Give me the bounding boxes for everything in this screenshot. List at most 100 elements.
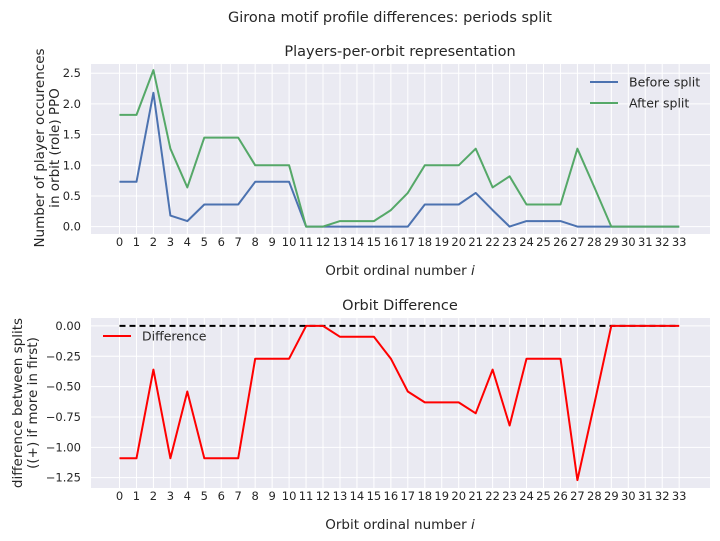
x-tick-label: 5 [201,235,208,249]
x-tick-label: 17 [400,489,415,503]
x-tick-label: 12 [316,489,331,503]
x-tick-label: 15 [367,235,382,249]
x-tick-label: 5 [201,489,208,503]
x-tick-label: 11 [299,489,314,503]
x-tick-label: 0 [116,489,123,503]
x-tick-label: 1 [133,489,140,503]
figure-suptitle: Girona motif profile differences: period… [228,10,552,26]
x-tick-label: 24 [519,235,534,249]
x-tick-label: 21 [468,489,483,503]
legend-bottom: Difference [103,329,207,344]
xlabel-top: Orbit ordinal number i [325,263,475,279]
legend-label-before-split: Before split [629,75,700,90]
x-tick-label: 29 [604,489,619,503]
x-tick-label: 10 [282,235,297,249]
y-tick-label: −1.00 [46,440,81,454]
x-tick-label: 20 [451,235,466,249]
ylabel-bottom-line1: difference between splits [10,318,26,488]
x-tick-label: 20 [451,489,466,503]
y-tick-label: 2.5 [63,66,81,80]
y-tick-label: −0.50 [46,380,81,394]
ylabel-top-line1: Number of player occurences [32,48,48,247]
x-tick-label: 3 [167,489,174,503]
x-tick-label: 6 [218,489,225,503]
series-bottom [119,324,680,482]
x-tick-label: 25 [536,235,551,249]
title-top: Players-per-orbit representation [284,44,515,60]
y-tick-label: −0.75 [46,410,81,424]
x-tick-label: 16 [384,489,399,503]
x-tick-label: 18 [417,235,432,249]
chart-top: 0 1 2 3 4 5 6 7 8 9 10 11 12 13 14 15 16 17 18 19 20 21 22 23 24… [32,44,710,279]
x-tick-label: 16 [384,235,399,249]
series-line-difference [119,324,680,482]
x-tick-label: 19 [434,235,449,249]
x-tick-label: 28 [587,489,602,503]
y-tick-label: 0.00 [55,319,81,333]
title-bottom: Orbit Difference [342,298,458,314]
x-tick-label: 32 [655,235,670,249]
x-tick-label: 6 [218,235,225,249]
x-tick-label: 0 [116,235,123,249]
x-tick-label: 14 [350,235,365,249]
x-tick-label: 18 [417,489,432,503]
x-tick-label: 9 [268,235,275,249]
x-tick-label: 9 [268,489,275,503]
x-tick-label: 26 [553,235,568,249]
ticks-bottom: 0 1 2 3 4 5 6 7 8 9 10 11 12 13 14 15 16 17 18 19 20 21 22 23 24… [46,319,687,503]
y-tick-label: 1.5 [63,128,81,142]
x-tick-label: 2 [150,489,157,503]
x-tick-label: 33 [672,489,687,503]
xlabel-bottom: Orbit ordinal number i [325,517,475,533]
ylabel-bottom-line2: ((+) if more in first) [25,337,41,469]
x-tick-label: 7 [235,489,242,503]
series-top [119,69,680,228]
x-tick-label: 23 [502,235,517,249]
x-tick-label: 12 [316,235,331,249]
x-tick-label: 19 [434,489,449,503]
ylabel-top-line2: in orbit (role) PPO [47,88,63,208]
series-line-before-split [119,91,680,228]
chart-bottom: 0 1 2 3 4 5 6 7 8 9 10 11 12 13 14 15 16 17 18 19 20 21 22 23 24… [10,298,710,533]
x-tick-label: 25 [536,489,551,503]
x-tick-label: 15 [367,489,382,503]
x-tick-label: 29 [604,235,619,249]
legend-label-after-split: After split [629,96,689,111]
x-tick-label: 28 [587,235,602,249]
x-tick-label: 32 [655,489,670,503]
y-tick-label: 2.0 [63,97,81,111]
x-tick-label: 3 [167,235,174,249]
y-tick-label: 0.0 [63,220,81,234]
x-tick-label: 13 [333,235,348,249]
x-tick-label: 4 [184,235,191,249]
x-tick-label: 14 [350,489,365,503]
x-tick-label: 31 [638,235,653,249]
x-tick-label: 33 [672,235,687,249]
x-tick-label: 7 [235,235,242,249]
x-tick-label: 1 [133,235,140,249]
x-tick-label: 26 [553,489,568,503]
x-tick-label: 8 [252,489,259,503]
y-tick-label: 1.0 [63,158,81,172]
x-tick-label: 11 [299,235,314,249]
x-tick-label: 13 [333,489,348,503]
x-tick-label: 24 [519,489,534,503]
x-tick-label: 27 [570,489,585,503]
x-tick-label: 23 [502,489,517,503]
x-tick-label: 22 [485,489,500,503]
x-tick-label: 10 [282,489,297,503]
y-tick-label: 0.5 [63,189,81,203]
legend-top: Before split After split [590,75,700,111]
x-tick-label: 30 [621,489,636,503]
x-tick-label: 31 [638,489,653,503]
x-tick-label: 4 [184,489,191,503]
y-tick-label: −0.25 [46,349,81,363]
x-tick-label: 17 [400,235,415,249]
x-tick-label: 27 [570,235,585,249]
x-tick-label: 22 [485,235,500,249]
x-tick-label: 21 [468,235,483,249]
x-tick-label: 2 [150,235,157,249]
legend-label-difference: Difference [142,329,207,344]
x-tick-label: 8 [252,235,259,249]
